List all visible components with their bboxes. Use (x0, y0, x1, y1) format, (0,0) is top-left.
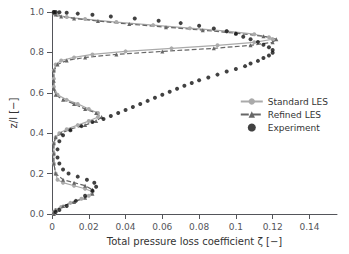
svg-text:0.2: 0.2 (30, 169, 44, 179)
svg-text:0: 0 (49, 222, 55, 232)
svg-text:z/l [−]: z/l [−] (8, 98, 19, 129)
svg-text:0.02: 0.02 (79, 222, 99, 232)
svg-text:0.8: 0.8 (30, 47, 45, 57)
svg-text:Refined LES: Refined LES (268, 110, 322, 120)
svg-text:0.12: 0.12 (263, 222, 283, 232)
svg-text:1.0: 1.0 (30, 7, 45, 17)
svg-text:Total pressure loss coefficien: Total pressure loss coefficient ζ [−] (106, 236, 283, 247)
svg-text:Standard LES: Standard LES (268, 97, 329, 107)
svg-text:0.0: 0.0 (30, 209, 45, 219)
svg-text:0.4: 0.4 (30, 128, 45, 138)
svg-text:0.14: 0.14 (299, 222, 319, 232)
svg-text:0.08: 0.08 (189, 222, 209, 232)
svg-text:0.06: 0.06 (152, 222, 172, 232)
svg-text:Experiment: Experiment (268, 123, 320, 133)
svg-text:0.1: 0.1 (229, 222, 243, 232)
svg-text:0.04: 0.04 (116, 222, 136, 232)
svg-text:0.6: 0.6 (30, 88, 45, 98)
